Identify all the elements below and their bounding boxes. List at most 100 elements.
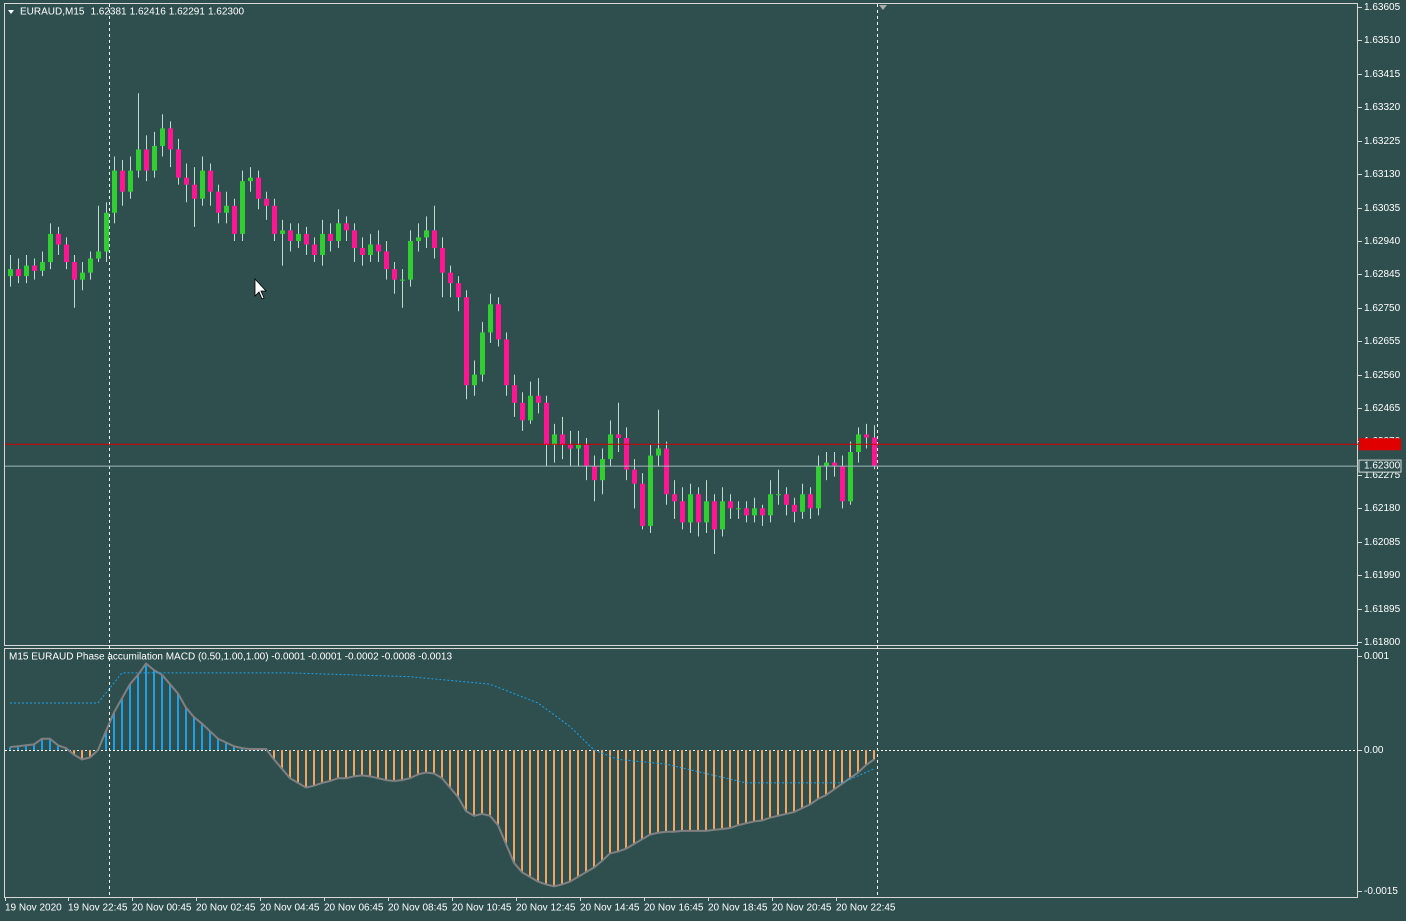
y-tick-label: 1.63510	[1364, 35, 1401, 46]
candle-body	[264, 198, 269, 206]
histogram-bar	[209, 731, 211, 750]
y-tick-label: 1.62845	[1364, 269, 1401, 280]
x-tick-label: 20 Nov 20:45	[772, 903, 832, 914]
candle-body	[272, 205, 277, 234]
histogram-bar	[809, 750, 811, 805]
candle-body	[80, 272, 85, 280]
y-tick-label: 1.63320	[1364, 102, 1401, 113]
y-tick-label: 0.001	[1364, 651, 1389, 662]
histogram-bar	[433, 750, 435, 774]
candle-body	[440, 247, 445, 273]
candle-body	[280, 230, 285, 234]
shift-marker[interactable]	[879, 5, 887, 10]
y-tick-label: 1.62275	[1364, 470, 1401, 481]
candle-body	[544, 402, 549, 445]
candle-body	[328, 233, 333, 241]
candle-body	[352, 230, 357, 248]
histogram-bar	[193, 717, 195, 750]
histogram-bar	[425, 750, 427, 773]
candle-body	[696, 494, 701, 523]
candle-body	[520, 402, 525, 421]
dropdown-arrow[interactable]	[8, 10, 14, 14]
histogram-bar	[105, 731, 107, 750]
histogram-bar	[505, 750, 507, 844]
candle-body	[464, 297, 469, 386]
histogram-bar	[449, 750, 451, 788]
x-tick-label: 20 Nov 04:45	[260, 903, 320, 914]
candle-body	[744, 508, 749, 516]
histogram-bar	[361, 750, 363, 776]
x-tick-label: 19 Nov 2020	[5, 903, 62, 914]
candle-body	[776, 494, 781, 496]
candle-body	[576, 444, 581, 449]
candle-body	[304, 233, 309, 245]
histogram-bar	[641, 750, 643, 840]
candle-body	[528, 395, 533, 421]
ohlc-value: 1.62381	[90, 7, 127, 18]
histogram-bar	[385, 750, 387, 781]
indicator-pane	[4, 648, 1358, 898]
candle-body	[136, 149, 141, 171]
candle-body	[96, 251, 101, 259]
x-tick-label: 20 Nov 02:45	[196, 903, 256, 914]
candle-body	[424, 230, 429, 238]
candle-body	[728, 501, 733, 509]
histogram-bar	[721, 750, 723, 829]
candle-body	[816, 466, 821, 509]
candle-body	[64, 244, 69, 263]
histogram-bar	[761, 750, 763, 821]
histogram-bar	[33, 744, 35, 750]
histogram-bar	[777, 750, 779, 816]
histogram-bar	[89, 750, 91, 758]
histogram-bar	[233, 746, 235, 750]
candle-body	[336, 223, 341, 241]
histogram-bar	[201, 723, 203, 750]
histogram-bar	[689, 750, 691, 831]
candle-body	[128, 170, 133, 192]
histogram-bar	[865, 750, 867, 766]
histogram-bar	[289, 750, 291, 779]
candle-body	[88, 258, 93, 273]
candle-body	[232, 205, 237, 234]
ohlc-value: 1.62416	[130, 7, 167, 18]
histogram-bar	[665, 750, 667, 832]
candle-body	[504, 339, 509, 386]
histogram-bar	[185, 707, 187, 750]
y-tick-label: 1.63035	[1364, 203, 1401, 214]
candle-body	[224, 205, 229, 213]
histogram-bar	[769, 750, 771, 818]
candle-body	[112, 170, 117, 213]
candle-body	[56, 233, 61, 245]
candle-body	[640, 483, 645, 526]
candle-body	[288, 230, 293, 241]
histogram-bar	[745, 750, 747, 824]
histogram-bar	[225, 742, 227, 750]
x-tick-label: 20 Nov 18:45	[708, 903, 768, 914]
histogram-bar	[473, 750, 475, 816]
y-tick-label: 1.62655	[1364, 336, 1401, 347]
histogram-bar	[377, 750, 379, 779]
candle-body	[784, 494, 789, 505]
candle-body	[704, 501, 709, 523]
candle-body	[384, 251, 389, 270]
y-tick-label: 1.62940	[1364, 236, 1401, 247]
histogram-bar	[521, 750, 523, 873]
candle-body	[416, 237, 421, 241]
candle-body	[736, 508, 741, 510]
candle-body	[600, 459, 605, 481]
histogram-bar	[305, 750, 307, 788]
histogram-bar	[601, 750, 603, 861]
y-tick-label: -0.0015	[1364, 886, 1398, 897]
candle-body	[664, 448, 669, 495]
candle-body	[176, 149, 181, 178]
histogram-bar	[617, 750, 619, 852]
candle-body	[488, 304, 493, 333]
candle-body	[688, 494, 693, 523]
candle-body	[40, 262, 45, 271]
x-tick-label: 20 Nov 12:45	[516, 903, 576, 914]
candle-body	[824, 462, 829, 467]
candle-body	[32, 265, 37, 271]
candle-body	[360, 247, 365, 256]
histogram-bar	[497, 750, 499, 826]
